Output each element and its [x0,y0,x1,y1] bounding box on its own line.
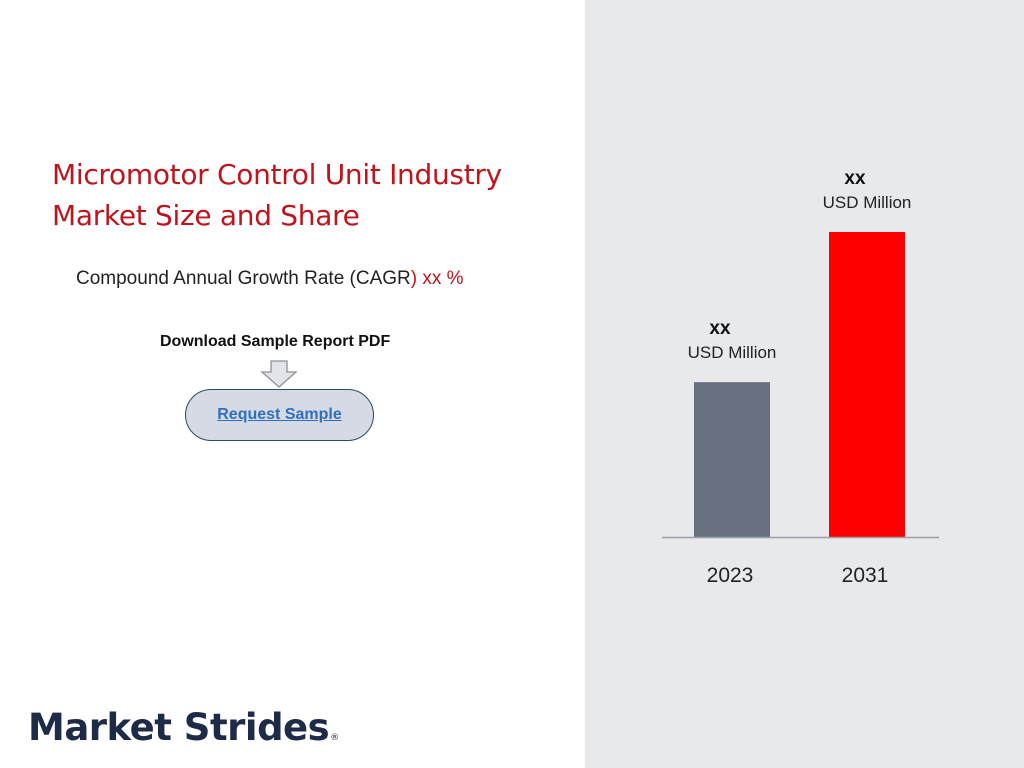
bar-value-label-2023: xx [709,318,731,339]
registered-mark: ® [330,733,339,743]
x-tick-label-2023: 2023 [707,564,754,587]
cagr-prefix: Compound Annual Growth Rate (CAGR [76,268,411,289]
page-title: Micromotor Control Unit Industry Market … [52,154,572,236]
title-line-2: Market Size and Share [52,199,360,232]
request-sample-link[interactable]: Request Sample [217,406,342,423]
market-strides-logo: Market Strides® [28,706,339,749]
bar-value-label-2031: xx [844,168,866,189]
x-tick-label-2031: 2031 [842,564,889,587]
bar-unit-label-2031: USD Million [823,193,912,212]
title-line-1: Micromotor Control Unit Industry [52,158,502,191]
download-label: Download Sample Report PDF [160,333,391,350]
bar-2023 [694,382,770,537]
logo-text: Market Strides [28,706,330,749]
request-sample-button[interactable]: Request Sample [185,389,374,441]
chart-panel [585,0,1024,768]
cagr-value: ) xx % [410,268,464,289]
bar-chart: xx USD Million 2023 xx USD Million 2031 [662,168,939,587]
bar-2031 [829,232,905,537]
cagr-text: Compound Annual Growth Rate (CAGR) xx % [76,268,536,290]
down-arrow-icon [260,360,298,388]
bar-unit-label-2023: USD Million [688,343,777,362]
